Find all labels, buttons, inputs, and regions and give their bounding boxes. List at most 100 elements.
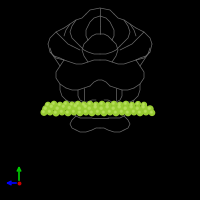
Circle shape (125, 110, 131, 116)
Circle shape (106, 103, 108, 105)
Circle shape (47, 109, 53, 115)
Circle shape (84, 110, 86, 112)
Circle shape (61, 104, 67, 110)
Circle shape (150, 111, 152, 113)
Circle shape (136, 102, 140, 106)
Circle shape (130, 106, 132, 108)
Circle shape (131, 103, 132, 105)
Circle shape (45, 102, 51, 108)
Circle shape (143, 103, 144, 105)
Circle shape (46, 103, 48, 105)
Circle shape (99, 106, 105, 112)
Circle shape (87, 101, 93, 107)
Circle shape (84, 105, 86, 107)
Circle shape (66, 111, 68, 113)
Circle shape (43, 106, 49, 112)
Circle shape (105, 102, 111, 107)
Circle shape (124, 107, 126, 109)
Circle shape (148, 107, 150, 109)
Circle shape (124, 102, 126, 104)
Circle shape (54, 111, 56, 113)
Circle shape (57, 102, 63, 108)
Circle shape (83, 104, 89, 110)
Circle shape (138, 111, 140, 113)
Circle shape (49, 104, 55, 110)
Circle shape (101, 110, 107, 116)
Circle shape (88, 102, 90, 104)
Circle shape (42, 111, 44, 113)
Circle shape (63, 101, 69, 107)
Circle shape (88, 107, 90, 109)
Circle shape (130, 102, 134, 107)
Circle shape (75, 101, 81, 107)
Circle shape (93, 102, 99, 107)
Circle shape (111, 106, 117, 112)
Circle shape (53, 110, 59, 116)
Circle shape (120, 110, 122, 112)
Circle shape (112, 107, 114, 109)
Circle shape (76, 102, 78, 104)
Circle shape (58, 103, 60, 105)
Circle shape (51, 101, 57, 107)
Circle shape (118, 106, 120, 108)
Circle shape (93, 104, 99, 111)
Circle shape (118, 103, 120, 105)
Circle shape (149, 110, 155, 115)
Circle shape (106, 106, 108, 108)
Circle shape (117, 102, 123, 107)
Circle shape (123, 106, 129, 112)
Circle shape (108, 110, 110, 112)
Circle shape (82, 103, 84, 105)
Circle shape (136, 107, 138, 109)
Circle shape (71, 109, 77, 115)
Circle shape (77, 106, 83, 112)
Circle shape (89, 110, 95, 116)
Circle shape (62, 105, 64, 107)
Circle shape (81, 102, 87, 107)
Circle shape (107, 109, 113, 115)
Circle shape (100, 107, 102, 109)
Circle shape (59, 109, 65, 115)
Circle shape (123, 101, 129, 107)
Circle shape (95, 109, 101, 115)
Circle shape (44, 107, 46, 109)
Circle shape (87, 106, 93, 112)
Circle shape (141, 105, 147, 111)
Circle shape (137, 110, 143, 116)
Circle shape (137, 103, 138, 104)
Circle shape (52, 102, 54, 104)
Circle shape (114, 111, 116, 113)
Circle shape (78, 111, 80, 113)
Circle shape (60, 110, 62, 112)
Circle shape (83, 109, 89, 115)
Circle shape (102, 111, 104, 113)
Circle shape (144, 110, 146, 112)
Circle shape (90, 111, 92, 113)
Circle shape (96, 110, 98, 112)
Circle shape (67, 105, 73, 112)
Circle shape (77, 110, 83, 116)
Circle shape (70, 103, 72, 105)
Circle shape (94, 103, 96, 105)
Circle shape (132, 110, 134, 112)
Circle shape (126, 111, 128, 113)
Circle shape (100, 102, 102, 104)
Circle shape (41, 110, 47, 115)
Circle shape (105, 104, 111, 111)
Circle shape (135, 106, 141, 112)
Circle shape (113, 110, 119, 116)
Circle shape (56, 107, 58, 109)
Circle shape (147, 106, 153, 112)
Circle shape (64, 102, 66, 104)
Circle shape (69, 102, 75, 107)
Circle shape (143, 109, 149, 115)
Circle shape (48, 110, 50, 112)
Circle shape (131, 109, 137, 115)
Circle shape (112, 102, 114, 104)
Circle shape (78, 107, 80, 109)
Circle shape (129, 104, 135, 111)
Circle shape (72, 110, 74, 112)
Circle shape (55, 106, 61, 112)
Circle shape (119, 109, 125, 115)
Circle shape (68, 106, 70, 109)
